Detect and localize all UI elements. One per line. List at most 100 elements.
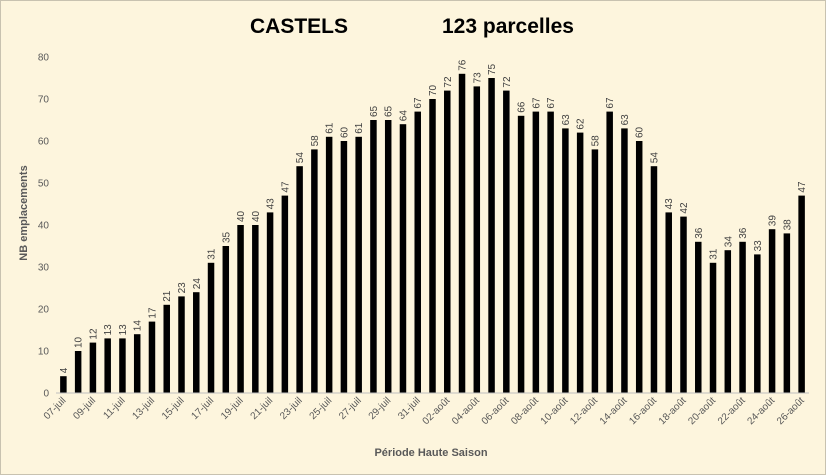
bar-26-août (798, 195, 805, 393)
x-tick-label: 22-août (716, 395, 748, 427)
bar-23-juil (296, 166, 303, 393)
bar-value-label: 13 (118, 324, 129, 336)
y-tick-label: 30 (38, 263, 50, 274)
bar-17-juil (207, 262, 215, 393)
bar-value-label: 42 (679, 202, 690, 214)
bar-value-label: 33 (753, 240, 764, 252)
bar-20-juil (252, 225, 259, 393)
bar-value-label: 12 (88, 328, 99, 340)
bar-value-label: 38 (782, 219, 793, 231)
bar-25-août (783, 233, 791, 393)
bar-06-août (503, 90, 510, 393)
bar-value-label: 31 (207, 248, 218, 260)
bar-value-label: 54 (295, 152, 306, 164)
y-tick-label: 70 (38, 95, 50, 106)
x-tick-label: 12-août (568, 395, 600, 427)
bar-13-août (606, 111, 613, 393)
x-tick-label: 26-août (775, 395, 807, 427)
bar-value-label: 61 (354, 122, 365, 134)
bar-29-juil (384, 120, 392, 393)
x-tick-label: 15-juil (160, 395, 187, 422)
bar-19-août (695, 241, 702, 393)
bar-value-label: 36 (694, 227, 705, 239)
bar-value-label: 63 (561, 114, 572, 126)
y-tick-label: 0 (43, 389, 49, 400)
bar-12-août (591, 149, 599, 393)
bar-value-label: 72 (443, 76, 454, 88)
bar-value-label: 72 (502, 76, 513, 88)
x-tick-label: 23-juil (278, 395, 305, 422)
bar-value-label: 76 (458, 59, 469, 71)
bar-30-juil (399, 124, 407, 393)
bar-08-juil (74, 351, 82, 393)
y-tick-label: 40 (38, 221, 50, 232)
x-tick-label: 10-août (539, 395, 571, 427)
bar-value-label: 62 (576, 118, 587, 130)
y-tick-label: 10 (38, 347, 50, 358)
bar-03-août (458, 73, 466, 394)
bar-value-label: 21 (162, 290, 173, 302)
x-tick-label: 14-août (598, 395, 630, 427)
bar-12-juil (133, 334, 141, 393)
y-tick-label: 60 (38, 137, 50, 148)
x-tick-label: 25-juil (308, 395, 335, 422)
bar-21-août (724, 250, 732, 393)
bar-08-août (532, 111, 540, 393)
bar-21-juil (266, 212, 274, 393)
bar-11-août (576, 132, 584, 393)
bar-17-août (665, 212, 672, 393)
bar-22-juil (281, 195, 289, 393)
bar-16-juil (193, 292, 200, 393)
y-tick-label: 20 (38, 305, 50, 316)
bar-value-label: 67 (605, 97, 616, 109)
bar-value-label: 47 (797, 181, 808, 193)
bar-28-juil (370, 120, 377, 393)
bar-23-août (754, 254, 761, 393)
bar-14-juil (163, 304, 170, 393)
bar-07-août (517, 115, 525, 394)
bar-value-label: 58 (590, 135, 601, 147)
chart-title: CASTELS 123 parcelles (1, 15, 826, 45)
bar-09-juil (89, 342, 97, 393)
x-axis-title: Période Haute Saison (374, 447, 487, 459)
bar-value-label: 13 (103, 324, 114, 336)
bar-10-juil (104, 338, 111, 393)
bar-05-août (488, 78, 495, 393)
x-tick-label: 31-juil (396, 395, 423, 422)
bar-value-label: 58 (310, 135, 321, 147)
bar-value-label: 65 (384, 105, 395, 117)
bar-value-label: 67 (546, 97, 557, 109)
bar-07-juil (60, 376, 67, 393)
bar-value-label: 23 (177, 282, 188, 294)
bar-11-juil (119, 338, 126, 393)
bar-value-label: 31 (709, 248, 720, 260)
bar-value-label: 40 (251, 210, 262, 222)
x-tick-label: 18-août (657, 395, 689, 427)
bar-01-août (429, 99, 436, 393)
bar-value-label: 70 (428, 84, 439, 96)
bar-31-juil (414, 111, 421, 393)
x-tick-label: 09-juil (71, 395, 98, 422)
bar-value-label: 63 (620, 114, 631, 126)
bar-value-label: 17 (147, 307, 158, 319)
bar-value-label: 54 (649, 152, 660, 164)
bar-09-août (547, 111, 554, 393)
bar-24-août (768, 229, 776, 393)
bar-24-juil (311, 149, 318, 393)
bar-value-label: 43 (266, 198, 277, 210)
bar-15-août (635, 141, 643, 393)
bar-value-label: 34 (723, 236, 734, 248)
bar-value-label: 65 (369, 105, 380, 117)
bar-04-août (473, 86, 481, 394)
chart-title-site: CASTELS (250, 15, 349, 38)
x-tick-label: 24-août (745, 395, 777, 427)
chart-title-count: 123 parcelles (442, 15, 574, 38)
bar-20-août (709, 262, 717, 393)
bar-22-août (739, 241, 746, 393)
x-tick-label: 16-août (627, 395, 659, 427)
x-tick-label: 27-juil (337, 395, 364, 422)
x-tick-label: 21-juil (249, 395, 276, 422)
